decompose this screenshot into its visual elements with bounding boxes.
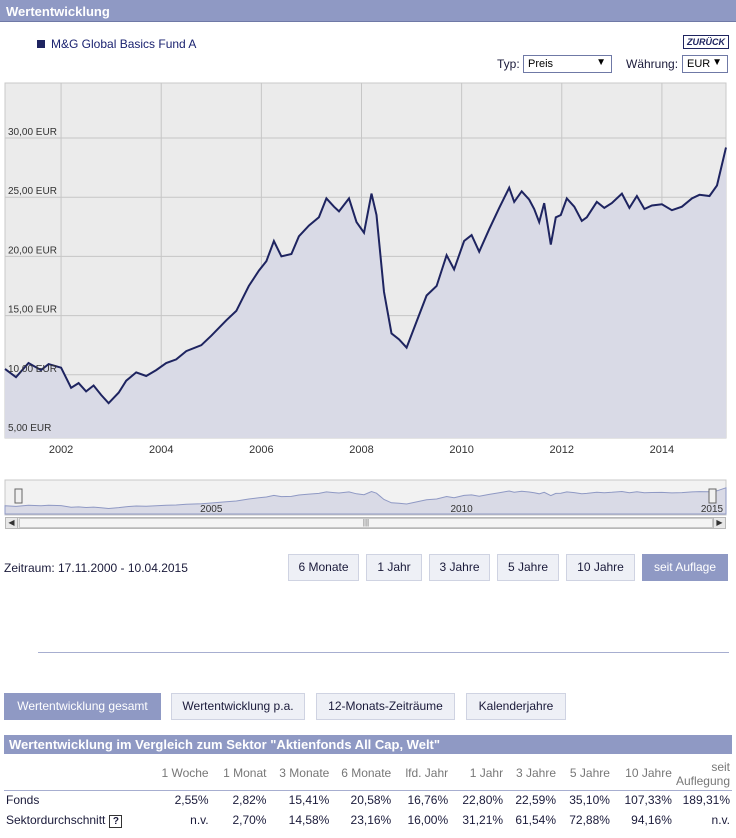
period-button-10-jahre[interactable]: 10 Jahre	[566, 554, 635, 581]
table-cell: 14,58%	[288, 813, 330, 827]
table-header-cell: 6 Monate	[341, 765, 392, 780]
navigator-scrollbar[interactable]: ◀ ||| ▶	[5, 517, 726, 529]
table-cell: 2,82%	[210, 789, 269, 810]
table-cell: 72,88%	[569, 813, 610, 827]
tab-12-monats-zeitraeume[interactable]: 12-Monats-Zeiträume	[316, 693, 455, 720]
period-button-1-jahr[interactable]: 1 Jahr	[366, 554, 422, 581]
y-tick-label: 10,00 EUR	[8, 364, 57, 375]
chart-legend: M&G Global Basics Fund A	[37, 37, 196, 51]
row-label: Sektordurchschnitt	[6, 812, 106, 827]
x-tick-label: 2012	[550, 444, 574, 456]
navigator-tick-label: 2005	[200, 504, 223, 515]
scroll-right-icon[interactable]: ▶	[713, 517, 726, 529]
period-button-5-jahre[interactable]: 5 Jahre	[497, 554, 559, 581]
y-tick-label: 30,00 EUR	[8, 127, 57, 138]
help-icon[interactable]: ?	[109, 814, 123, 828]
x-tick-label: 2010	[449, 444, 473, 456]
y-tick-label: 20,00 EUR	[8, 245, 57, 256]
header-line-2: Auflegung	[675, 773, 730, 788]
table-cell: 20,58%	[331, 789, 394, 810]
table-cell: 94,16%	[631, 813, 672, 827]
table-header-cell: 1 Woche	[161, 765, 209, 780]
header-line-1: seit	[711, 759, 730, 774]
table-cell: 22,59%	[505, 789, 559, 810]
chevron-down-icon: ▼	[596, 57, 606, 68]
navigator-handle-left[interactable]	[14, 488, 23, 504]
y-tick-label: 15,00 EUR	[8, 305, 57, 316]
y-tick-label: 25,00 EUR	[8, 186, 57, 197]
table-header-cell: 1 Jahr	[469, 765, 504, 780]
scrollbar-thumb[interactable]: |||	[19, 518, 713, 528]
table-cell: 2,55%	[143, 789, 211, 810]
table-cell: 2,70%	[232, 813, 267, 827]
table-header-cell: 3 Jahre	[515, 765, 557, 780]
table-header-cell	[4, 756, 144, 790]
section-title: Wertentwicklung	[6, 4, 110, 19]
legend-swatch	[37, 40, 45, 48]
table-header-cell: lfd. Jahr	[405, 765, 449, 780]
comparison-table: 1 Woche 1 Monat 3 Monate 6 Monate lfd. J…	[4, 756, 732, 830]
navigator-tick-label: 2015	[701, 504, 724, 515]
table-cell: 107,33%	[611, 789, 674, 810]
period-button-3-jahre[interactable]: 3 Jahre	[429, 554, 490, 581]
table-header-row: 1 Woche 1 Monat 3 Monate 6 Monate lfd. J…	[4, 756, 732, 790]
navigator-tick-label: 2010	[451, 504, 474, 515]
divider	[38, 652, 729, 653]
table-cell: 61,54%	[515, 813, 557, 827]
comparison-header: Wertentwicklung im Vergleich zum Sektor …	[4, 735, 732, 754]
x-tick-label: 2002	[49, 444, 73, 456]
period-button-seit-auflage[interactable]: seit Auflage	[642, 554, 728, 581]
typ-select[interactable]: Preis ▼	[523, 55, 612, 73]
tab-wertentwicklung-gesamt[interactable]: Wertentwicklung gesamt	[4, 693, 161, 720]
x-tick-label: 2008	[349, 444, 373, 456]
series-area	[5, 147, 726, 438]
row-label-cell: Sektordurchschnitt?	[4, 810, 144, 830]
table-header-cell: 10 Jahre	[625, 765, 672, 780]
table-cell: 31,21%	[462, 813, 504, 827]
chevron-down-icon: ▼	[712, 57, 722, 68]
scroll-left-icon[interactable]: ◀	[5, 517, 18, 529]
table-header-cell: 5 Jahre	[569, 765, 610, 780]
typ-label: Typ:	[497, 57, 520, 71]
navigator-area	[4, 487, 727, 515]
x-tick-label: 2006	[249, 444, 273, 456]
table-cell: n.v.	[190, 813, 209, 827]
series-line	[4, 147, 727, 405]
table-header-cell-seit-auflegung: seit Auflegung	[674, 756, 732, 790]
table-cell: 16,76%	[393, 789, 451, 810]
back-button[interactable]: ZURÜCK	[683, 35, 729, 49]
section-header: Wertentwicklung	[0, 0, 736, 22]
table-cell: 189,31%	[673, 789, 732, 810]
table-cell: 35,10%	[558, 789, 612, 810]
x-axis-labels: 2002 2004 2006 2008 2010 2012 2014	[49, 444, 674, 456]
waehrung-select-value: EUR	[687, 58, 711, 70]
waehrung-select[interactable]: EUR ▼	[682, 55, 728, 73]
tab-wertentwicklung-pa[interactable]: Wertentwicklung p.a.	[171, 693, 305, 720]
typ-select-value: Preis	[528, 58, 554, 70]
range-navigator[interactable]: 2005 2010 2015	[0, 477, 736, 517]
table-row-sektordurchschnitt: Sektordurchschnitt? n.v. 2,70% 14,58% 23…	[4, 810, 732, 830]
table-cell: 15,41%	[268, 789, 332, 810]
table-cell: n.v.	[711, 813, 730, 827]
table-row-fonds: Fonds 2,55% 2,82% 15,41% 20,58% 16,76% 2…	[4, 789, 732, 810]
period-button-6-monate[interactable]: 6 Monate	[288, 554, 359, 581]
table-cell: 16,00%	[407, 813, 449, 827]
table-cell: 23,16%	[350, 813, 392, 827]
waehrung-label: Währung:	[626, 57, 679, 71]
legend-fund-name: M&G Global Basics Fund A	[51, 37, 197, 51]
navigator-labels: 2005 2010 2015	[200, 504, 723, 515]
table-header-cell: 1 Monat	[223, 765, 267, 780]
y-axis-labels: 5,00 EUR 10,00 EUR 15,00 EUR 20,00 EUR 25,00…	[8, 127, 57, 434]
x-tick-label: 2014	[650, 444, 674, 456]
navigator-handle-right[interactable]	[708, 488, 717, 504]
y-tick-label: 5,00 EUR	[8, 423, 51, 434]
comparison-title: Wertentwicklung im Vergleich zum Sektor …	[9, 737, 441, 752]
table-cell: 22,80%	[450, 789, 506, 810]
table-header-cell: 3 Monate	[279, 765, 330, 780]
tab-kalenderjahre[interactable]: Kalenderjahre	[466, 693, 566, 720]
x-tick-label: 2004	[149, 444, 173, 456]
row-label: Fonds	[4, 789, 144, 810]
price-chart: 5,00 EUR 10,00 EUR 15,00 EUR 20,00 EUR 25,00…	[4, 82, 727, 456]
zeitraum-text: Zeitraum: 17.11.2000 - 10.04.2015	[4, 561, 188, 575]
